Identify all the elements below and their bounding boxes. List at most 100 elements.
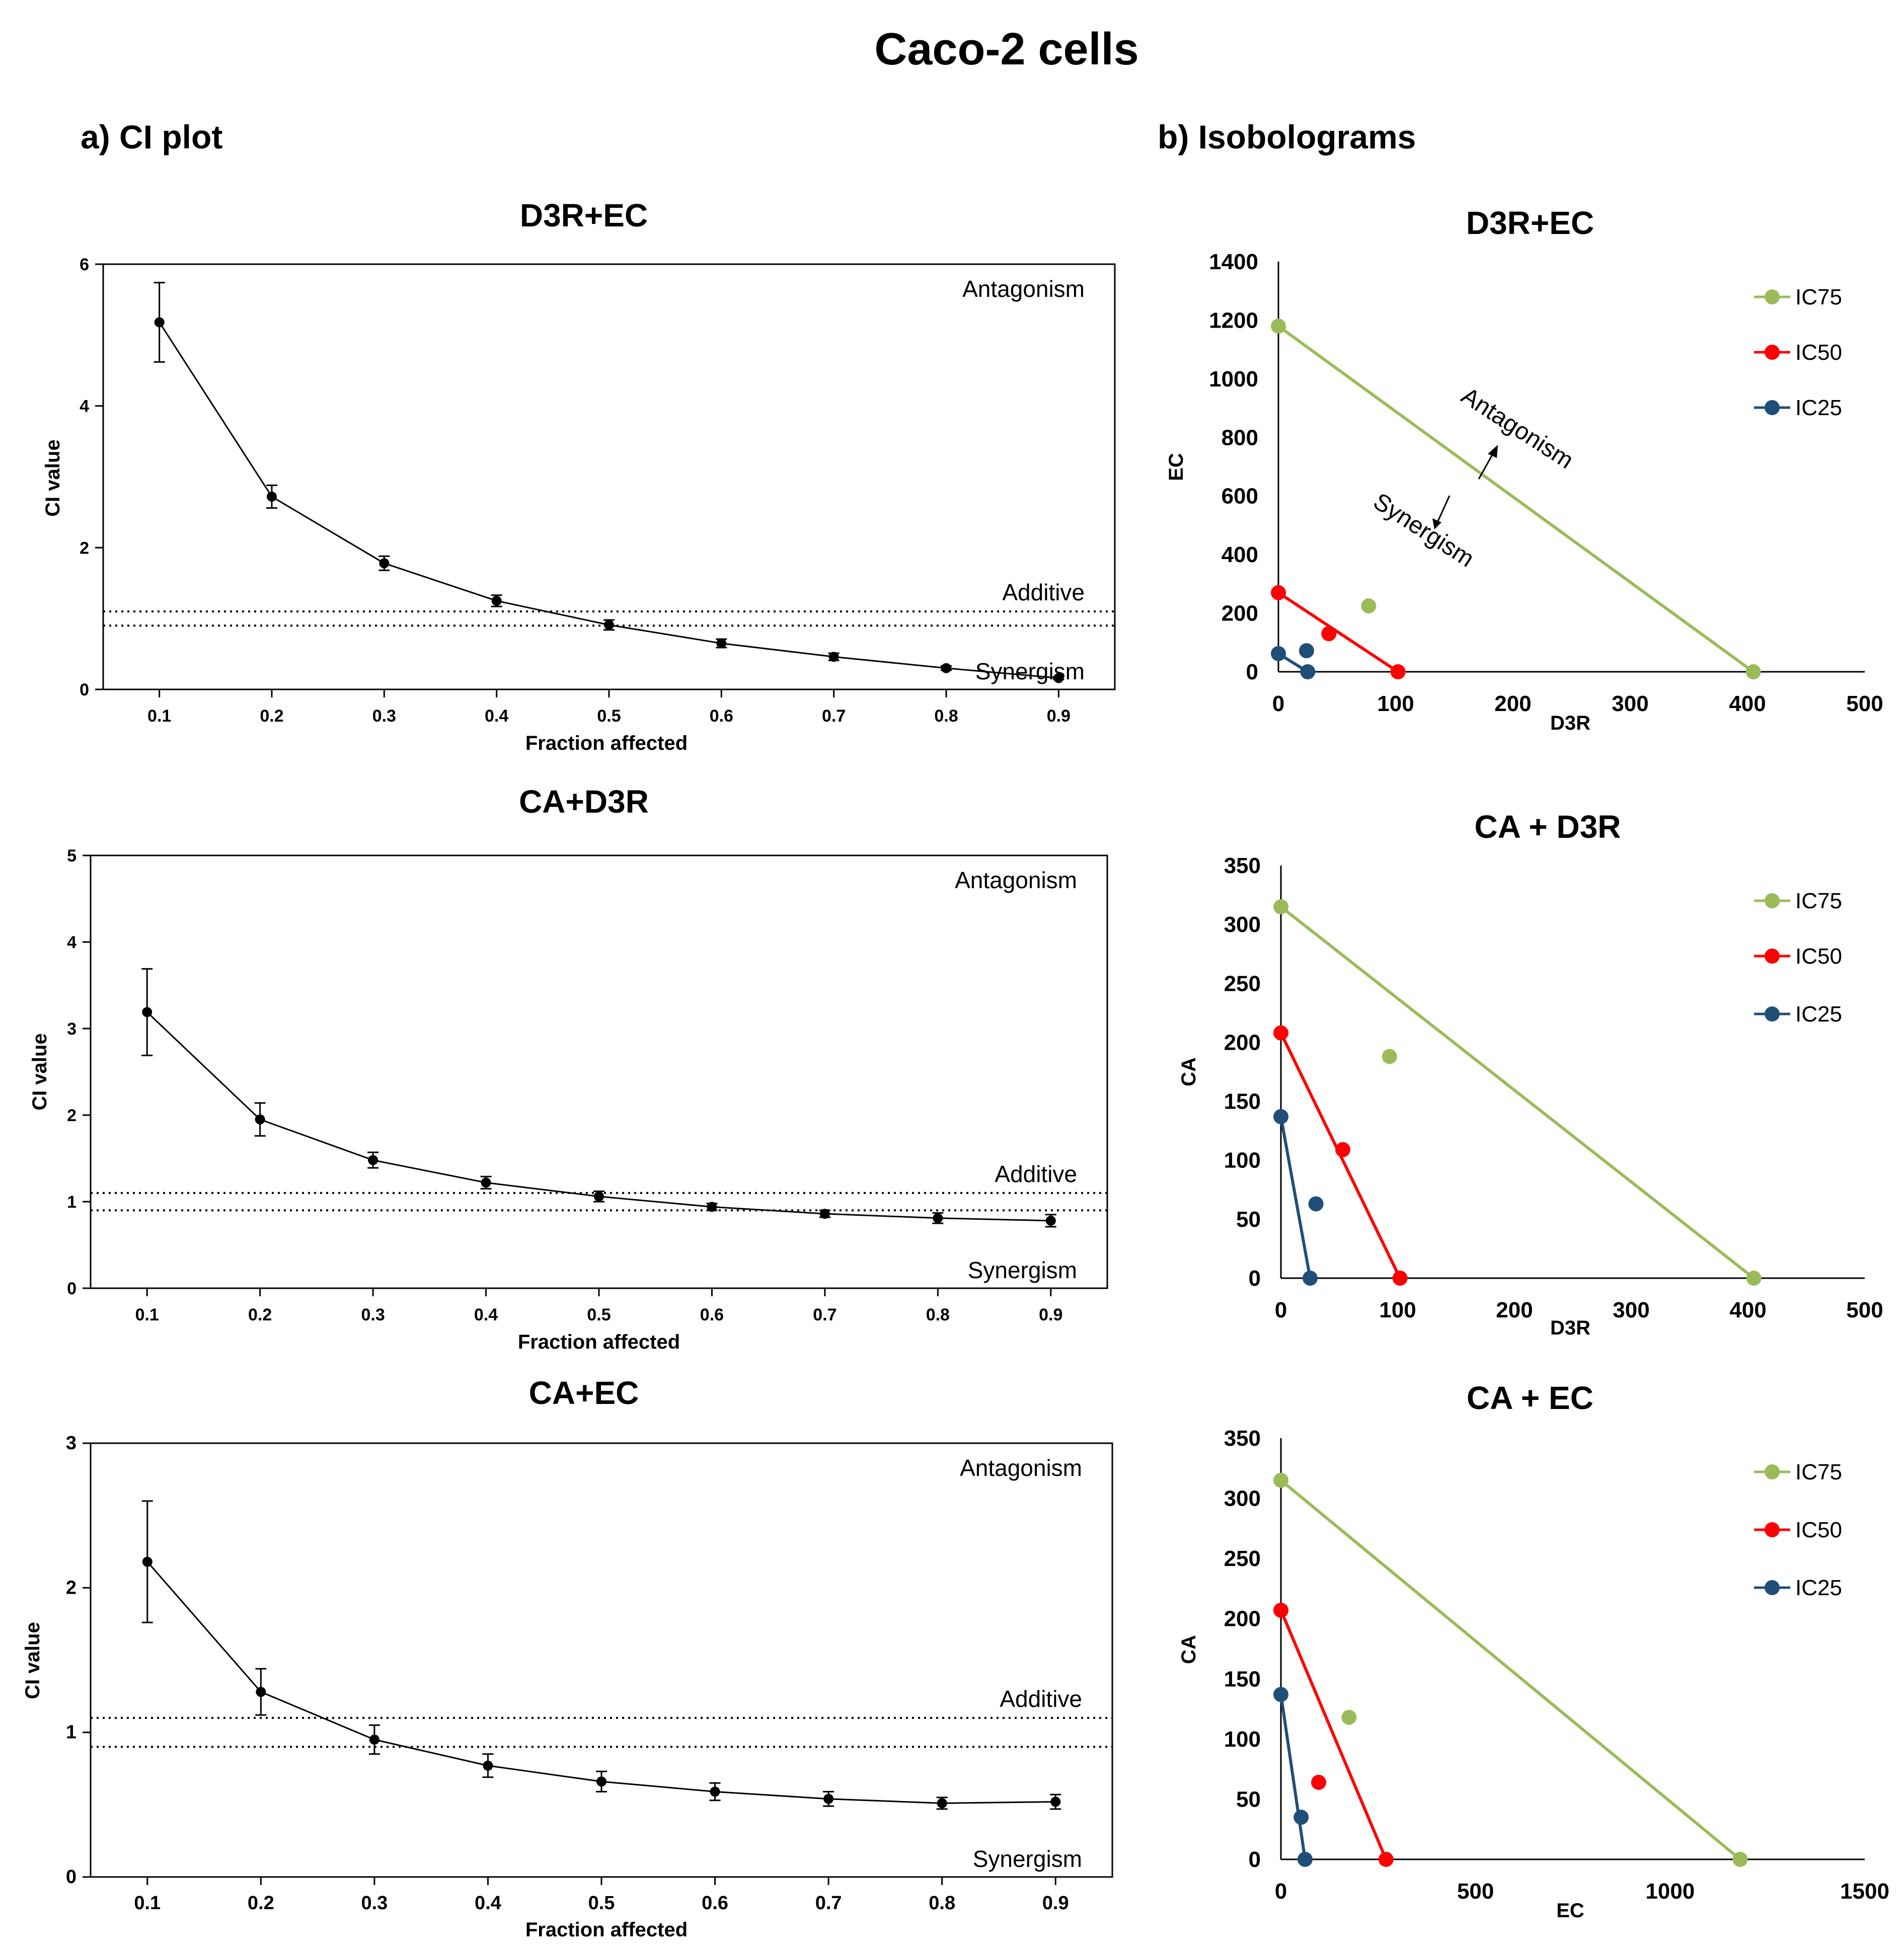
x-tick-label: 200 [1494, 691, 1531, 716]
ic75-additive-line [1280, 1479, 1741, 1861]
legend-marker-ic75 [1765, 1464, 1780, 1479]
ic75-endpoint [1271, 319, 1286, 334]
y-tick-label: 600 [1222, 484, 1258, 509]
y-tick-label: 6 [80, 255, 89, 274]
y-tick-label: 4 [80, 397, 89, 416]
y-tick-label: 0 [1246, 660, 1258, 684]
data-point [707, 1202, 717, 1212]
y-tick-label: 150 [1224, 1667, 1261, 1691]
additive-label: Additive [1002, 579, 1085, 605]
y-axis-label: EC [1165, 453, 1187, 481]
y-axis-label: CA [1178, 1635, 1200, 1664]
y-tick-label: 100 [1224, 1727, 1261, 1752]
data-point [154, 317, 165, 328]
y-tick-label: 0 [1249, 1847, 1261, 1872]
y-axis-label: CA [1178, 1057, 1200, 1086]
y-tick-label: 1400 [1209, 250, 1258, 274]
data-point [823, 1793, 834, 1804]
x-axis-label: Fraction affected [525, 1919, 688, 1941]
ic75-combination-point [1341, 1709, 1357, 1725]
data-point [937, 1798, 947, 1809]
x-tick-label: 0.9 [1047, 707, 1071, 726]
y-tick-label: 250 [1224, 971, 1261, 996]
y-tick-label: 3 [66, 1433, 77, 1454]
y-tick-label: 300 [1224, 1486, 1261, 1511]
data-point [1045, 1215, 1056, 1226]
x-tick-label: 0.5 [587, 1305, 611, 1324]
y-tick-label: 1 [67, 1193, 77, 1212]
chart-title: CA + EC [1467, 1380, 1593, 1416]
data-point [819, 1209, 830, 1219]
isobologram-ca-ec: CA + EC 0 50 100 150 200 250 300 350 0 500 1000 1500… [1178, 1380, 1889, 1922]
y-tick-label: 0 [66, 1866, 77, 1888]
additive-label: Additive [995, 1161, 1077, 1187]
x-tick-label: 100 [1377, 691, 1414, 716]
x-tick-label: 0.7 [815, 1893, 842, 1914]
x-tick-label: 0.3 [372, 707, 396, 726]
x-axis-label: D3R [1550, 712, 1590, 734]
x-tick-label: 0.7 [813, 1305, 836, 1324]
y-tick-label: 2 [67, 1106, 77, 1125]
legend-marker-ic25 [1765, 1006, 1780, 1022]
y-tick-label: 50 [1236, 1207, 1261, 1232]
chart-title: D3R+EC [520, 197, 648, 233]
data-point [710, 1786, 720, 1797]
x-tick-label: 0.1 [134, 1893, 161, 1914]
ic25-endpoint [1273, 1109, 1288, 1125]
data-point [1053, 673, 1064, 683]
data-point [828, 652, 839, 662]
ic75-additive-line [1277, 325, 1755, 673]
ic25-endpoint [1271, 646, 1286, 661]
ic25-combination-point [1308, 1196, 1324, 1212]
x-axis-label: EC [1556, 1900, 1584, 1922]
legend-label-ic25: IC25 [1795, 1002, 1842, 1027]
chart-title: CA+D3R [519, 783, 649, 820]
figure-title: Caco-2 cells [874, 24, 1138, 74]
x-tick-label: 0.8 [926, 1305, 950, 1324]
ic75-endpoint [1745, 664, 1761, 679]
y-axis-label: CI value [22, 1622, 44, 1699]
legend-label-ic50: IC50 [1795, 944, 1842, 969]
antagonism-label: Antagonism [960, 1455, 1082, 1481]
x-tick-label: 0.4 [475, 1893, 501, 1914]
data-point [716, 638, 727, 649]
x-tick-label: 0.8 [934, 707, 958, 726]
x-tick-label: 0.4 [485, 707, 508, 726]
x-tick-label: 0.1 [147, 707, 171, 726]
y-tick-label: 250 [1224, 1546, 1261, 1571]
data-point [1050, 1796, 1061, 1807]
legend-marker-ic25 [1765, 400, 1780, 415]
y-tick-label: 100 [1224, 1148, 1261, 1173]
synergism-label: Synergism [968, 1257, 1077, 1283]
y-tick-label: 1 [66, 1722, 77, 1743]
ic75-combination-point [1382, 1049, 1397, 1064]
legend-label-ic25: IC25 [1795, 396, 1842, 420]
data-point [255, 1114, 265, 1125]
y-tick-label: 800 [1222, 425, 1258, 450]
y-tick-label: 4 [67, 933, 77, 952]
data-point [369, 1735, 379, 1745]
data-point [604, 619, 614, 630]
legend-marker-ic75 [1765, 289, 1780, 304]
ci-plot-d3r-ec: D3R+EC 0 2 4 6 0.1 0.2 0.3 0.4 0.5 0.6 0.7 0.8 0.9 Fra… [42, 197, 1116, 754]
x-tick-label: 400 [1729, 691, 1766, 716]
data-point [368, 1155, 378, 1165]
isobologram-ca-d3r: CA + D3R 0 50 100 150 200 250 300 350 0 100 200 300 4… [1178, 809, 1883, 1339]
x-tick-label: 0.2 [248, 1305, 272, 1324]
data-point [142, 1007, 153, 1017]
panel-b-label: b) Isobolograms [1158, 118, 1416, 155]
x-tick-label: 100 [1379, 1298, 1416, 1322]
x-tick-label: 0.5 [588, 1893, 615, 1914]
x-tick-label: 300 [1613, 1298, 1649, 1322]
ic50-combination-point [1321, 626, 1337, 642]
panel-a-label: a) CI plot [81, 118, 222, 155]
y-tick-label: 400 [1222, 542, 1258, 567]
x-tick-label: 0.8 [929, 1893, 955, 1914]
x-tick-label: 0.4 [474, 1305, 498, 1324]
chart-title: CA + D3R [1474, 809, 1621, 845]
y-tick-label: 50 [1236, 1787, 1261, 1812]
y-tick-label: 200 [1222, 601, 1258, 626]
legend-marker-ic75 [1765, 893, 1780, 908]
x-tick-label: 0.9 [1039, 1305, 1062, 1324]
ic50-additive-line [1277, 591, 1399, 673]
